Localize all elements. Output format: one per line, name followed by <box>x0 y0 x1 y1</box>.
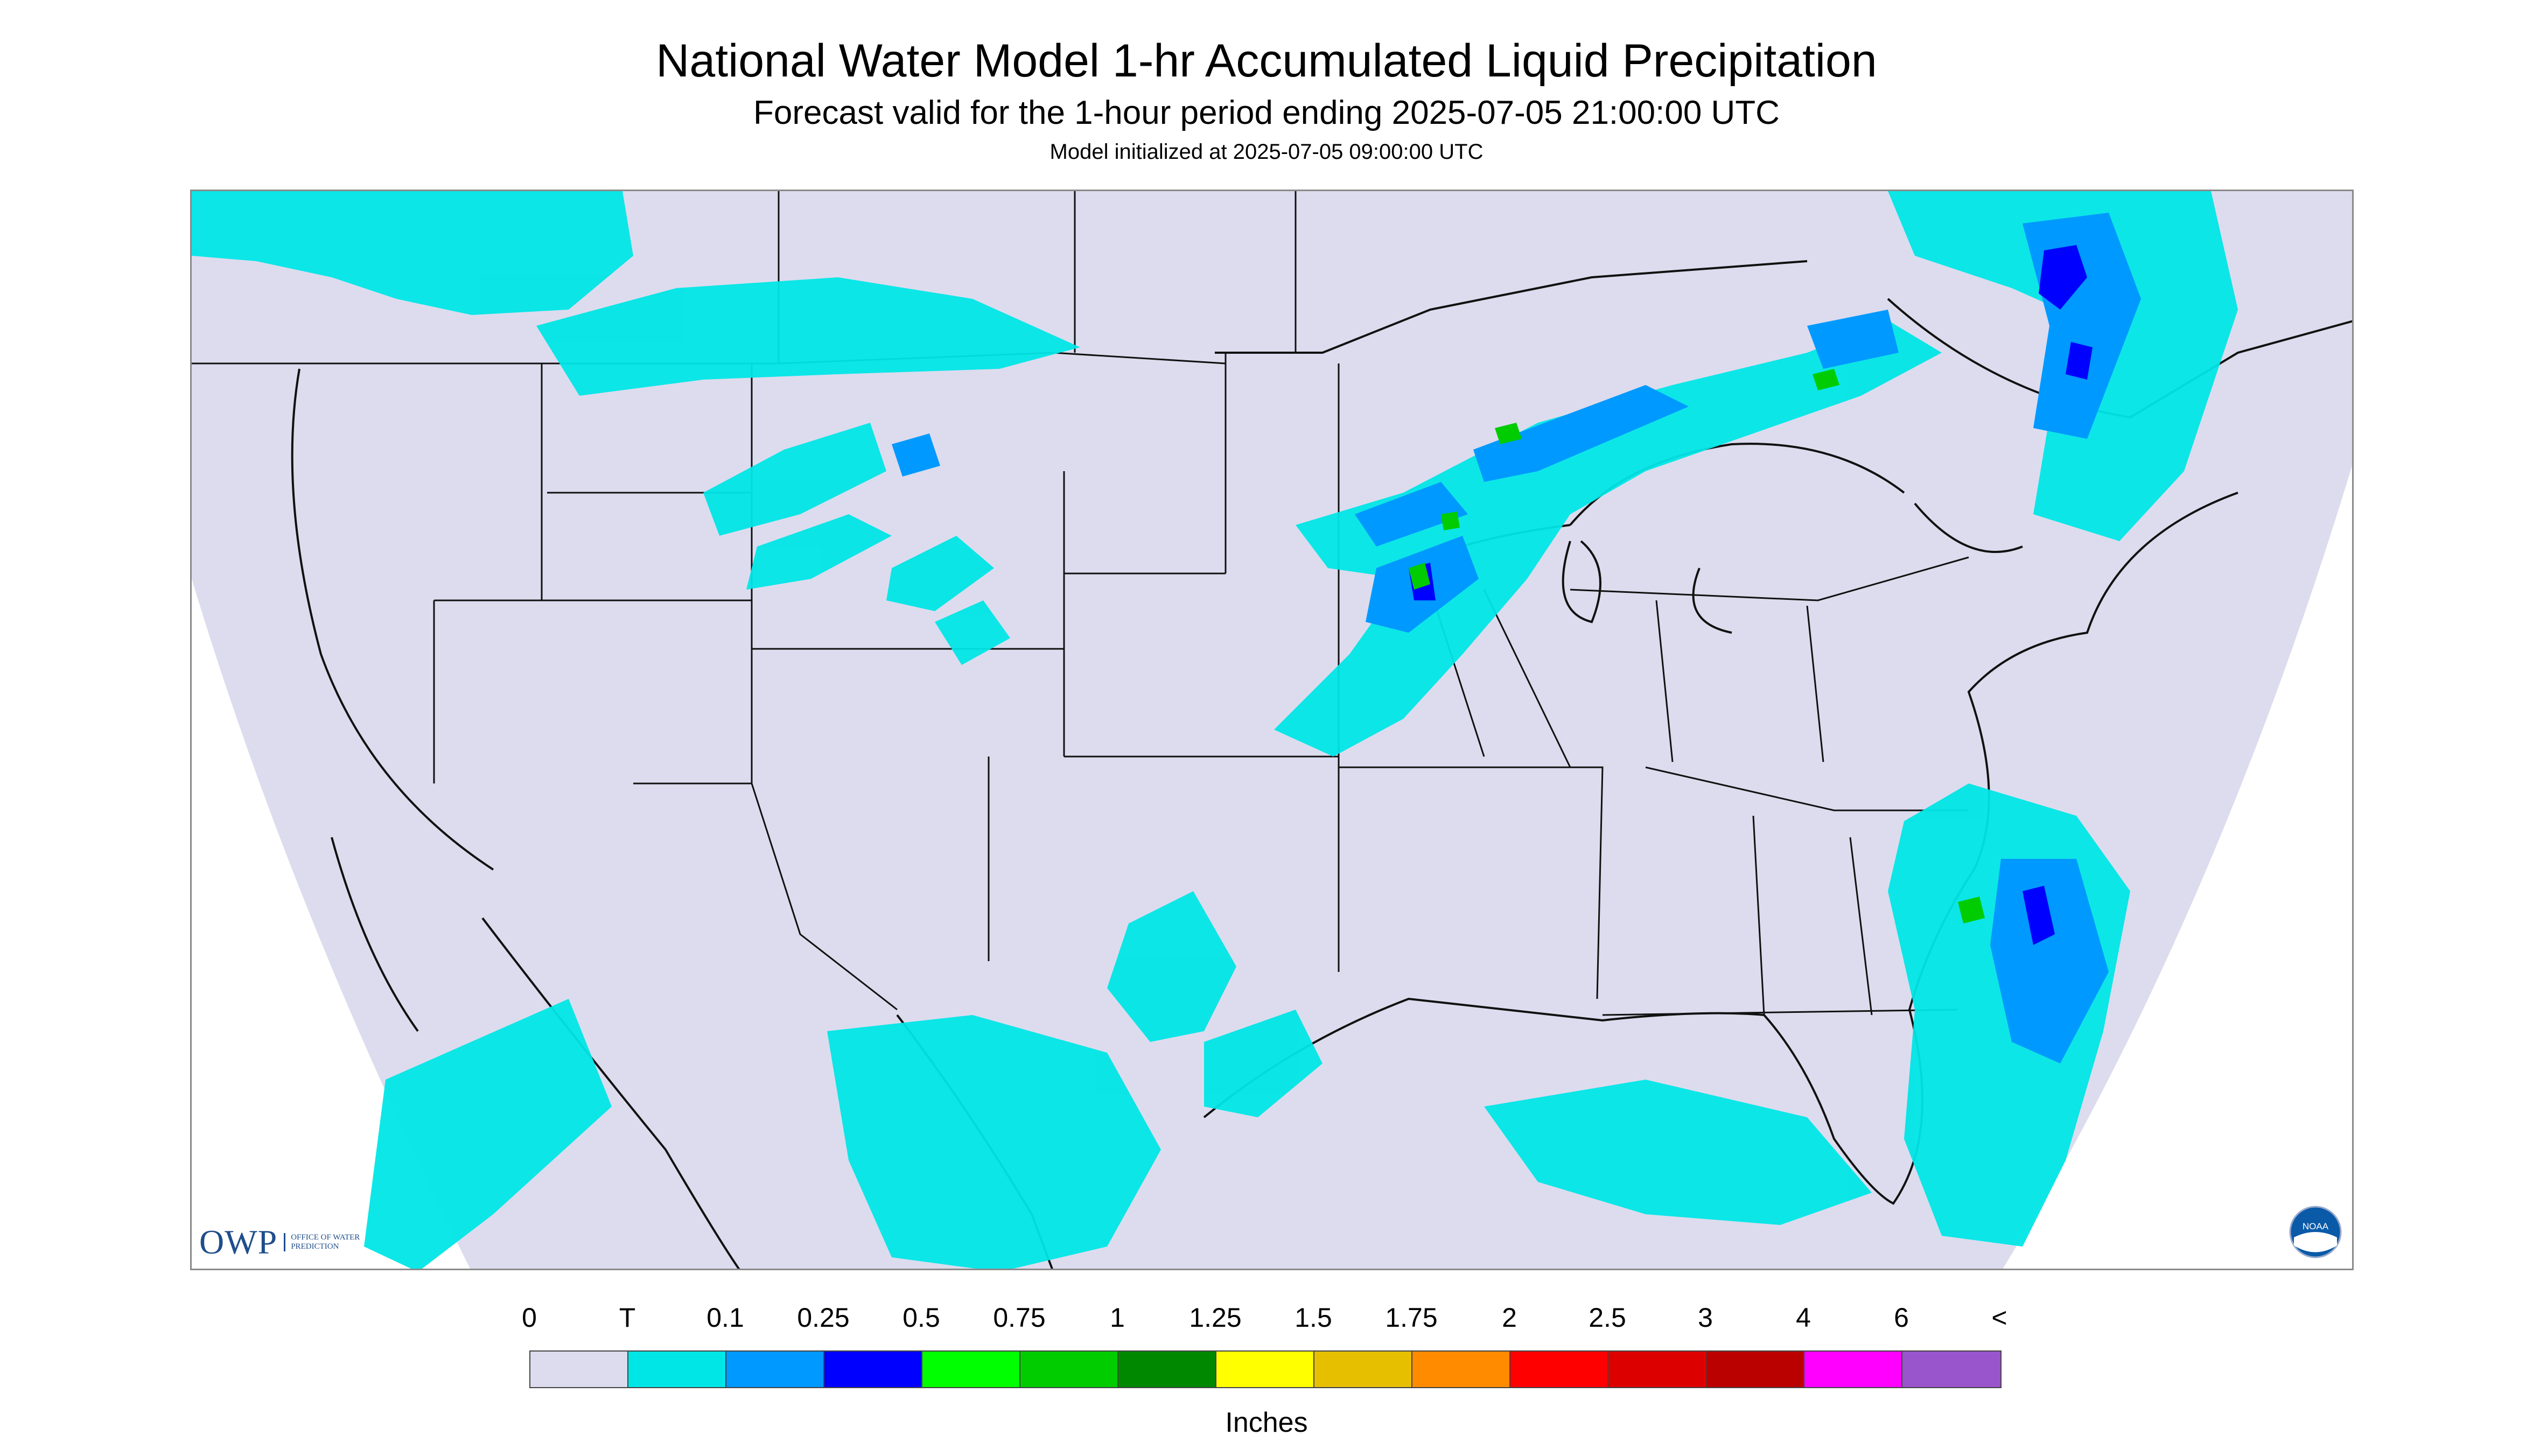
legend-tick-label: 6 <box>1894 1303 1909 1333</box>
owp-logo-text: OWP <box>199 1223 278 1261</box>
precip-trace-areas <box>192 191 2238 1269</box>
model-init-note: Model initialized at 2025-07-05 09:00:00… <box>1049 140 1484 164</box>
legend-tick-label: 1.25 <box>1189 1303 1242 1333</box>
noaa-logo-text: NOAA <box>2303 1221 2329 1231</box>
legend-swatch <box>1804 1352 1902 1387</box>
precip-light-blue-cells <box>892 213 2141 1063</box>
legend-tick-label: 0.1 <box>706 1303 744 1333</box>
legend-swatch <box>1706 1352 1804 1387</box>
legend-swatch <box>530 1352 628 1387</box>
legend-tick-label: 4 <box>1796 1303 1811 1333</box>
legend-tick-label: 1.75 <box>1385 1303 1438 1333</box>
legend-colorbar <box>529 1350 2002 1388</box>
noaa-logo: NOAA <box>2289 1206 2342 1258</box>
legend-swatch <box>628 1352 726 1387</box>
legend-tick-label: 1 <box>1110 1303 1125 1333</box>
map-title: National Water Model 1-hr Accumulated Li… <box>656 35 1877 87</box>
forecast-valid-subtitle: Forecast valid for the 1-hour period end… <box>753 94 1780 131</box>
legend-swatch <box>1314 1352 1412 1387</box>
legend-tick-label: 3 <box>1698 1303 1713 1333</box>
legend-swatch <box>1608 1352 1706 1387</box>
legend-tick-label: 0.75 <box>993 1303 1046 1333</box>
legend-tick-label: 1.5 <box>1295 1303 1332 1333</box>
legend-tick-label: 2.5 <box>1589 1303 1626 1333</box>
legend-tick-label: 0.25 <box>797 1303 850 1333</box>
legend-swatch <box>922 1352 1020 1387</box>
legend-swatch <box>824 1352 922 1387</box>
legend-labels: 0 T 0.1 0.25 0.5 0.75 1 1.25 1.5 1.75 2 2.5 3 4 6 < <box>0 1302 2533 1340</box>
owp-logo-subtext: OFFICE OF WATER PREDICTION <box>284 1233 366 1251</box>
model-domain <box>192 191 2352 1269</box>
owp-logo: OWP OFFICE OF WATER PREDICTION <box>199 1223 366 1261</box>
coastlines <box>291 260 2352 1269</box>
legend-swatch <box>726 1352 824 1387</box>
precip-blue-cells <box>1409 245 2093 945</box>
legend-units-label: Inches <box>1225 1407 1308 1438</box>
legend-tick-label: 0.5 <box>902 1303 940 1333</box>
legend-swatch <box>1412 1352 1510 1387</box>
precip-green-cells <box>1409 369 1985 923</box>
precipitation-map <box>190 190 2354 1270</box>
legend-tick-label: 0 <box>522 1303 537 1333</box>
legend-tick-label: < <box>1991 1303 2007 1333</box>
legend-swatch <box>1118 1352 1216 1387</box>
legend-tick-label: 2 <box>1502 1303 1517 1333</box>
legend-swatch <box>1510 1352 1608 1387</box>
legend-swatch <box>1216 1352 1314 1387</box>
legend-tick-label: T <box>619 1303 636 1333</box>
legend-swatch <box>1020 1352 1118 1387</box>
legend-swatch <box>1902 1352 2000 1387</box>
map-canvas <box>192 191 2352 1269</box>
